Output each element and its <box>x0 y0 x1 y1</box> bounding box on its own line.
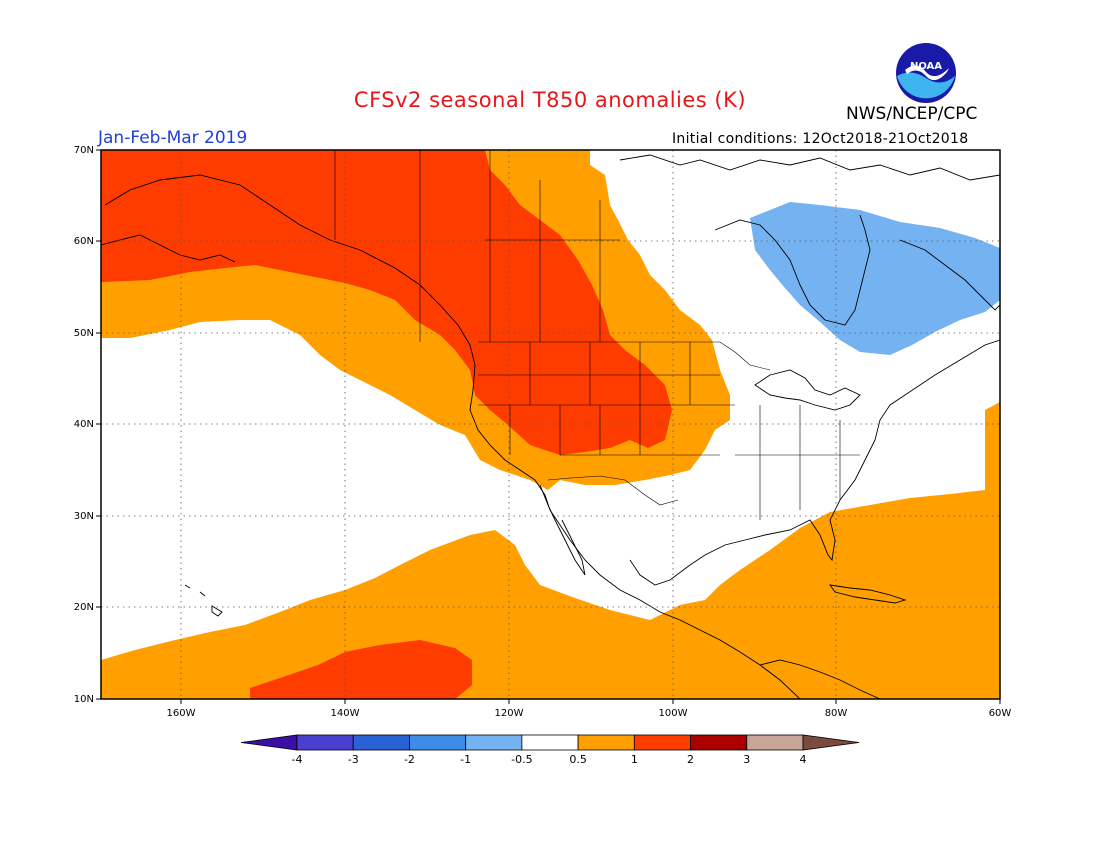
colorbar-swatch <box>465 734 523 751</box>
lat-label: 60N <box>74 236 94 247</box>
colorbar-swatch <box>521 734 579 751</box>
initial-conditions: Initial conditions: 12Oct2018-21Oct2018 <box>672 131 969 147</box>
anomaly-region-northwest-red <box>101 150 672 455</box>
coastlines <box>101 154 1000 699</box>
lon-label: 160W <box>167 708 196 719</box>
colorbar-label: -3 <box>348 753 359 766</box>
colorbar-label: 0.5 <box>569 753 587 766</box>
lat-label: 10N <box>74 694 94 705</box>
colorbar-swatch <box>633 734 691 751</box>
noaa-logo: NOAA <box>896 43 956 103</box>
colorbar-swatch <box>296 734 354 751</box>
lat-label: 70N <box>74 145 94 156</box>
lat-label: 30N <box>74 511 94 522</box>
gulf-of-mexico-coast <box>629 339 1000 586</box>
hawaii <box>184 584 223 617</box>
lon-label: 60W <box>989 708 1012 719</box>
colorbar-label: -0.5 <box>511 753 532 766</box>
graticule <box>101 150 1000 699</box>
canada-us-border <box>478 341 771 371</box>
map-title: CFSv2 seasonal T850 anomalies (K) <box>353 88 747 112</box>
colorbar-label: 2 <box>687 753 694 766</box>
lon-label: 120W <box>495 708 524 719</box>
colorbar: -4 -3 -2 -1 -0.5 0.5 1 2 3 4 <box>240 734 860 766</box>
lat-label: 40N <box>74 419 94 430</box>
forecast-period: Jan-Feb-Mar 2019 <box>98 128 248 148</box>
colorbar-arrow-right <box>802 734 860 751</box>
colorbar-label: -2 <box>404 753 415 766</box>
colorbar-arrow-left <box>240 734 298 751</box>
axis-ticks <box>96 149 1001 704</box>
lat-label: 50N <box>74 328 94 339</box>
arctic-islands <box>619 154 1000 181</box>
colorbar-label: 4 <box>800 753 807 766</box>
colorbar-swatch <box>577 734 635 751</box>
colorbar-swatch <box>746 734 804 751</box>
baja-california <box>539 484 586 576</box>
colorbar-swatch <box>352 734 410 751</box>
labrador-coast <box>899 239 1000 311</box>
lon-label: 140W <box>331 708 360 719</box>
central-america <box>759 659 881 699</box>
longitude-labels: 160W 140W 120W 100W 80W 60W <box>167 708 1012 719</box>
cuba <box>829 584 907 604</box>
west-coast-line <box>104 174 801 699</box>
colorbar-label: 3 <box>743 753 750 766</box>
agency-label: NWS/NCEP/CPC <box>846 104 978 124</box>
colorbar-label: -1 <box>460 753 471 766</box>
anomaly-region-quebec-blue <box>750 202 1000 355</box>
great-lakes <box>754 369 861 411</box>
colorbar-swatch <box>409 734 467 751</box>
canada-province-lines <box>419 150 620 342</box>
colorbar-swatch <box>690 734 748 751</box>
us-state-lines <box>478 342 860 520</box>
anomaly-region-tropical-orange <box>101 402 1000 699</box>
noaa-logo-text: NOAA <box>910 61 942 72</box>
lon-label: 100W <box>659 708 688 719</box>
political-boundaries <box>334 150 860 520</box>
hudson-bay <box>714 214 871 326</box>
latitude-labels: 70N 60N 50N 40N 30N 20N 10N <box>74 145 94 705</box>
alaska-coast <box>101 234 236 263</box>
lat-label: 20N <box>74 602 94 613</box>
lon-label: 80W <box>825 708 848 719</box>
colorbar-label: -4 <box>292 753 303 766</box>
anomaly-region-tropical-red <box>250 640 472 699</box>
us-mexico-border <box>547 475 679 506</box>
colorbar-label: 1 <box>631 753 638 766</box>
